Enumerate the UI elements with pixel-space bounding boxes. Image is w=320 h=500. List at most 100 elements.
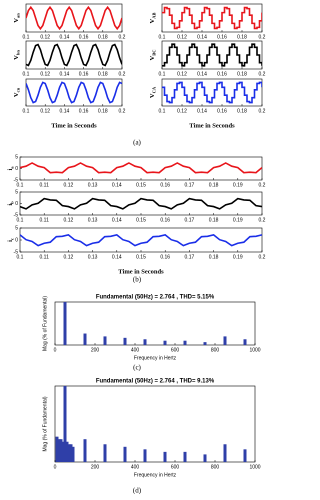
- bar: [143, 339, 147, 345]
- y-tick-label: 5: [15, 225, 18, 231]
- plot-area: [162, 43, 262, 67]
- x-tick-label: 0.14: [112, 217, 122, 223]
- plot-area: [55, 386, 247, 462]
- x-tick-label: 0: [54, 347, 57, 353]
- y-label-sub: bn: [16, 50, 21, 56]
- bar: [57, 439, 61, 462]
- x-tick-label: 400: [131, 347, 140, 353]
- x-tick-label: 0.18: [209, 217, 219, 223]
- x-tick-label: 0.1: [17, 217, 24, 223]
- series-line: [26, 5, 122, 31]
- x-tick-label: 0: [54, 464, 57, 470]
- y-label-main: i: [7, 240, 14, 242]
- plot-area: [20, 162, 262, 174]
- bar: [103, 336, 107, 345]
- x-tick-label: 600: [171, 347, 180, 353]
- x-tick-label: 400: [131, 464, 140, 470]
- y-label-main: i: [7, 169, 14, 171]
- x-tick-label: 0.18: [98, 108, 108, 114]
- x-tick-label: 0.17: [185, 254, 195, 260]
- x-tick-label: 0.12: [40, 108, 50, 114]
- x-tick-label: 0.2: [259, 71, 266, 77]
- plot-area: [26, 81, 122, 104]
- x-tick-label: 200: [91, 464, 100, 470]
- y-tick-label: 0: [15, 166, 18, 172]
- bar: [67, 444, 71, 462]
- bar: [223, 444, 227, 462]
- x-label: Frequency in Hertz: [134, 355, 177, 361]
- x-tick-label: 0.16: [217, 108, 227, 114]
- x-tick-label: 0.16: [217, 34, 227, 40]
- x-tick-label: 0.2: [259, 182, 266, 188]
- x-tick-label: 0.2: [259, 108, 266, 114]
- x-tick-label: 0.12: [64, 182, 74, 188]
- x-tick-label: 0.1: [159, 34, 166, 40]
- x-tick-label: 600: [171, 464, 180, 470]
- bar: [163, 451, 167, 462]
- bar: [71, 446, 75, 462]
- series-line: [162, 81, 262, 104]
- series-line: [162, 6, 262, 30]
- x-tick-label: 0.13: [88, 217, 98, 223]
- y-label-sub: c: [10, 238, 15, 240]
- x-tick-label: 0.19: [233, 217, 243, 223]
- y-label: Vcn: [13, 87, 20, 97]
- x-tick-label: 0.15: [136, 217, 146, 223]
- series-line: [20, 197, 262, 210]
- plot-area: [162, 81, 262, 104]
- series-line: [162, 43, 262, 67]
- y-tick-label: 5: [15, 154, 18, 160]
- y-tick-label: -5: [14, 212, 19, 218]
- x-tick-label: 800: [211, 464, 220, 470]
- x-tick-label: 0.18: [237, 34, 247, 40]
- y-label-sub: an: [16, 13, 21, 18]
- bar: [83, 439, 87, 462]
- plot-area: [63, 302, 247, 345]
- y-label-main: V: [13, 92, 20, 97]
- x-tick-label: 0.11: [40, 182, 50, 188]
- x-tick-label: 1000: [249, 464, 260, 470]
- x-tick-label: 0.1: [159, 108, 166, 114]
- x-tick-label: 0.17: [185, 182, 195, 188]
- bar: [123, 446, 127, 462]
- y-label: VBC: [149, 50, 156, 61]
- x-tick-label: 0.13: [88, 182, 98, 188]
- x-tick-label: 0.14: [112, 182, 122, 188]
- x-tick-label: 0.16: [160, 182, 170, 188]
- y-label-sub: a: [10, 166, 15, 169]
- y-label: VAB: [149, 13, 156, 24]
- x-tick-label: 0.2: [259, 217, 266, 223]
- y-label-main: V: [149, 93, 156, 98]
- x-tick-label: 0.14: [60, 108, 70, 114]
- x-tick-label: 0.1: [159, 71, 166, 77]
- y-label: Mag (% of Fundamental): [42, 296, 48, 351]
- x-tick-label: 0.1: [23, 108, 30, 114]
- y-tick-label: 0: [15, 237, 18, 243]
- x-tick-label: 200: [91, 347, 100, 353]
- x-tick-label: 0.2: [259, 254, 266, 260]
- y-tick-label: 0: [15, 201, 18, 207]
- y-label-main: V: [13, 55, 20, 60]
- y-label-sub: CA: [152, 86, 157, 93]
- bar: [69, 444, 73, 462]
- x-tick-label: 0.15: [136, 254, 146, 260]
- plot-frame: [19, 191, 263, 216]
- plot-area: [20, 233, 262, 247]
- x-tick-label: 0.16: [217, 71, 227, 77]
- plot-area: [162, 6, 262, 30]
- x-tick-label: 0.16: [160, 217, 170, 223]
- x-tick-label: 0.12: [40, 71, 50, 77]
- x-label: Time in Seconds: [189, 122, 235, 129]
- x-tick-label: 0.1: [23, 34, 30, 40]
- y-label: Van: [13, 13, 20, 23]
- x-tick-label: 0.12: [64, 254, 74, 260]
- plot-frame: [19, 227, 263, 253]
- bar: [63, 302, 67, 345]
- x-tick-label: 0.11: [40, 254, 50, 260]
- series-line: [20, 162, 262, 174]
- bar: [203, 342, 207, 345]
- x-label: Frequency in Hertz: [134, 472, 177, 478]
- bar: [59, 439, 63, 462]
- x-tick-label: 1000: [249, 347, 260, 353]
